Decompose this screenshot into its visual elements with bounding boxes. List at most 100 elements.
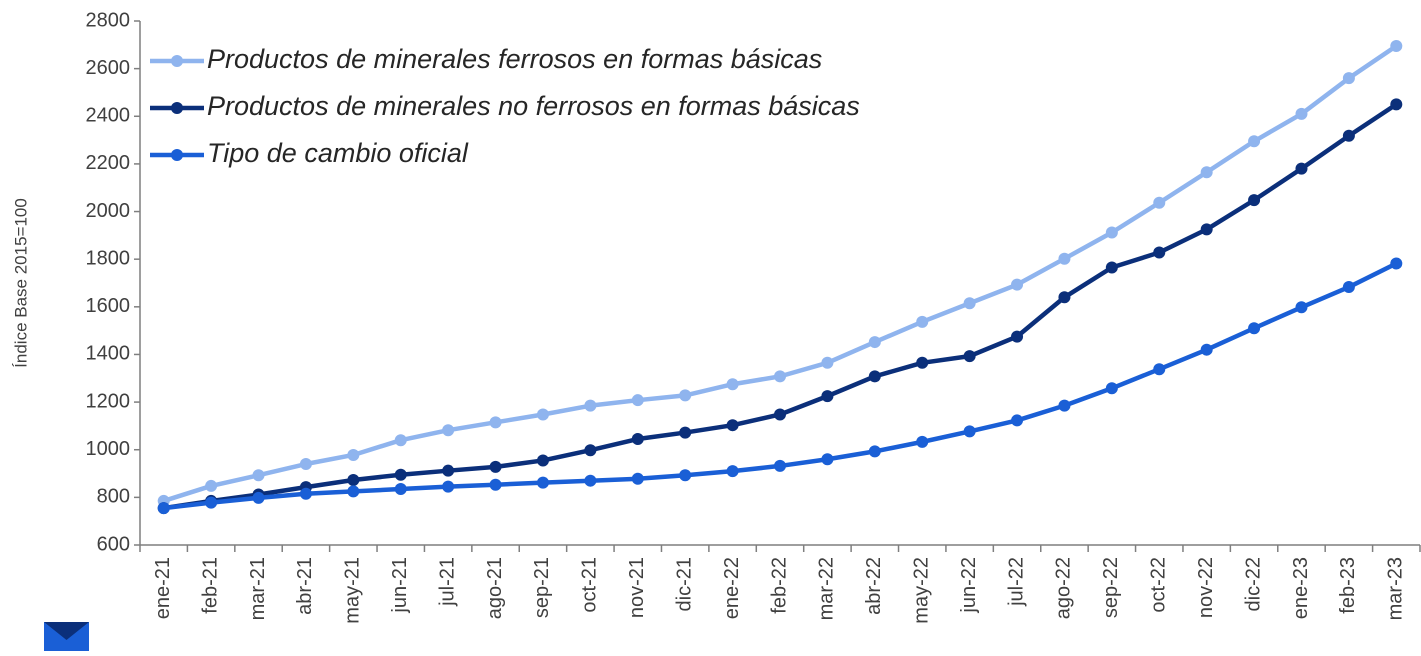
- x-tick-label: mar-22: [816, 557, 838, 620]
- data-point: [1105, 261, 1118, 274]
- data-point: [1342, 72, 1355, 85]
- data-point: [774, 408, 786, 421]
- y-tick-label: 2800: [86, 9, 131, 31]
- data-point: [1200, 343, 1213, 356]
- x-tick-label: ago-22: [1053, 557, 1075, 619]
- data-point: [299, 487, 312, 500]
- x-tick-label: abr-21: [294, 557, 316, 615]
- x-tick-label: may-21: [342, 557, 364, 624]
- data-point: [963, 425, 976, 438]
- x-tick-label: jul-21: [436, 557, 458, 607]
- x-tick-label: dic-21: [673, 557, 695, 611]
- data-point: [1295, 162, 1308, 175]
- data-point: [1011, 278, 1024, 291]
- data-point: [774, 459, 786, 472]
- data-point: [1153, 196, 1166, 209]
- data-point: [1248, 322, 1261, 335]
- data-point: [1153, 363, 1166, 376]
- data-point: [584, 444, 597, 457]
- x-tick-label: mar-23: [1385, 557, 1407, 620]
- legend-label: Tipo de cambio oficial: [207, 138, 469, 168]
- data-point: [963, 350, 976, 363]
- legend-marker: [171, 55, 183, 67]
- x-tick-label: oct-22: [1148, 557, 1170, 613]
- y-tick-label: 2400: [86, 105, 131, 127]
- data-point: [1058, 252, 1071, 265]
- legend-marker: [171, 102, 183, 114]
- data-point: [868, 445, 881, 458]
- data-point: [631, 433, 644, 446]
- data-point: [821, 356, 834, 369]
- data-point: [299, 458, 312, 471]
- x-tick-label: sep-22: [1100, 557, 1122, 618]
- legend-marker: [171, 149, 183, 161]
- y-tick-label: 1400: [86, 343, 131, 365]
- data-point: [1200, 166, 1213, 179]
- x-tick-label: feb-22: [768, 557, 790, 614]
- data-point: [252, 469, 265, 482]
- data-point: [963, 297, 976, 310]
- data-point: [868, 336, 881, 349]
- data-point: [1011, 330, 1024, 343]
- data-point: [1342, 129, 1355, 142]
- data-point: [584, 399, 597, 412]
- x-tick-label: abr-22: [863, 557, 885, 615]
- data-point: [679, 389, 692, 402]
- data-point: [394, 483, 407, 496]
- data-point: [821, 453, 834, 466]
- legend-label: Productos de minerales no ferrosos en fo…: [207, 91, 860, 121]
- data-point: [1058, 291, 1071, 304]
- y-tick-label: 1000: [86, 438, 131, 460]
- data-point: [584, 474, 597, 487]
- data-point: [1200, 223, 1213, 236]
- y-tick-label: 600: [97, 533, 130, 555]
- x-tick-label: ene-23: [1290, 557, 1312, 619]
- data-point: [442, 464, 455, 477]
- x-tick-label: jun-22: [958, 557, 980, 614]
- data-point: [347, 473, 360, 486]
- x-tick-label: oct-21: [579, 557, 601, 613]
- data-point: [489, 416, 502, 429]
- data-point: [205, 496, 218, 509]
- y-tick-label: 2200: [86, 152, 131, 174]
- data-point: [1390, 98, 1403, 111]
- data-point: [1295, 107, 1308, 120]
- legend-label: Productos de minerales ferrosos en forma…: [207, 44, 822, 74]
- x-tick-label: ago-21: [484, 557, 506, 619]
- x-tick-label: feb-21: [199, 557, 221, 614]
- data-point: [1011, 414, 1024, 427]
- data-point: [726, 378, 739, 391]
- data-point: [442, 424, 455, 437]
- data-point: [1153, 246, 1166, 259]
- data-point: [1390, 257, 1403, 270]
- data-point: [726, 465, 739, 478]
- x-tick-label: nov-22: [1195, 557, 1217, 618]
- y-tick-label: 2600: [86, 57, 131, 79]
- data-point: [157, 502, 170, 515]
- data-point: [868, 370, 881, 383]
- data-point: [1105, 226, 1118, 239]
- data-point: [1295, 301, 1308, 314]
- y-tick-label: 800: [97, 486, 130, 508]
- data-point: [1248, 194, 1261, 207]
- data-point: [631, 472, 644, 485]
- x-tick-label: sep-21: [531, 557, 553, 618]
- data-point: [1105, 382, 1118, 395]
- data-point: [442, 480, 455, 493]
- data-point: [536, 408, 549, 421]
- data-point: [1248, 135, 1261, 148]
- data-point: [916, 435, 929, 448]
- data-point: [679, 426, 692, 439]
- y-tick-label: 1800: [86, 247, 131, 269]
- data-point: [252, 491, 265, 504]
- data-point: [1058, 399, 1071, 412]
- data-point: [774, 370, 786, 383]
- x-tick-label: nov-21: [626, 557, 648, 618]
- x-tick-label: may-22: [911, 557, 933, 624]
- data-point: [631, 394, 644, 407]
- data-point: [489, 478, 502, 491]
- y-tick-label: 2000: [86, 200, 131, 222]
- y-tick-label: 1200: [86, 390, 131, 412]
